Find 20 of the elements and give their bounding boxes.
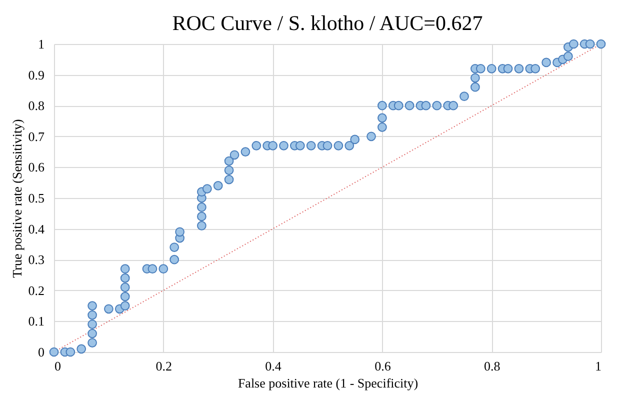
y-tick-label: 0.7 bbox=[28, 128, 45, 144]
y-tick-label: 0.5 bbox=[28, 190, 44, 206]
y-tick-label: 0.8 bbox=[28, 98, 44, 114]
y-tick-label: 0.9 bbox=[28, 67, 44, 82]
x-tick-label: 0.2 bbox=[156, 358, 172, 374]
y-tick-label: 0.4 bbox=[28, 221, 45, 236]
y-tick-label: 0.1 bbox=[28, 314, 44, 329]
x-axis-title: False positive rate (1 - Specificity) bbox=[238, 376, 418, 390]
chart-title: ROC Curve / S. klotho / AUC=0.627 bbox=[172, 10, 483, 35]
x-tick-label: 0.4 bbox=[265, 358, 282, 374]
y-axis-title: True positive rate (Sensitivity) bbox=[9, 119, 24, 278]
y-tick-label: 0.3 bbox=[28, 252, 44, 268]
x-tick-label: 0.6 bbox=[374, 358, 392, 374]
y-tick-label: 1 bbox=[38, 36, 44, 52]
y-tick-label: 0.6 bbox=[28, 160, 45, 175]
x-tick-label: 0.8 bbox=[484, 358, 500, 374]
x-tick-label: 0 bbox=[54, 358, 61, 374]
x-tick-label: 1 bbox=[595, 358, 602, 374]
y-tick-label: 0.2 bbox=[28, 282, 44, 298]
y-tick-label: 0 bbox=[38, 344, 44, 360]
